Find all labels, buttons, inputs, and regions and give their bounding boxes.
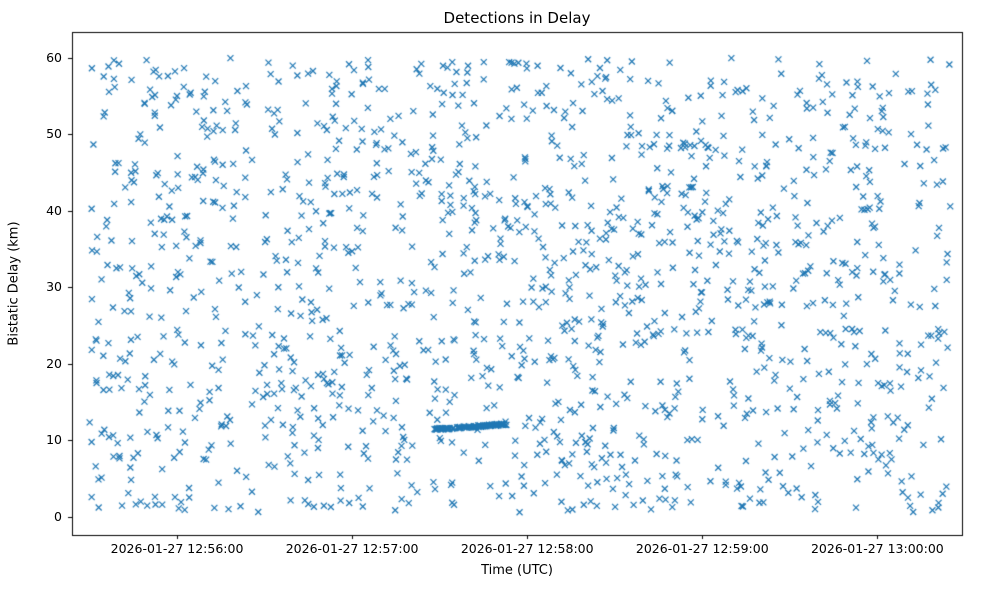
y-tick-label: 40 (46, 202, 62, 218)
x-tick-label: 2026-01-27 12:57:00 (285, 541, 419, 556)
x-tick-label: 2026-01-27 12:56:00 (110, 541, 244, 556)
x-tick-label: 2026-01-27 13:00:00 (810, 541, 944, 556)
x-tick-label: 2026-01-27 12:59:00 (635, 541, 769, 556)
y-tick-label: 10 (46, 432, 62, 448)
y-tick-label: 30 (46, 279, 62, 295)
y-tick-label: 0 (54, 508, 62, 524)
x-tick-label: 2026-01-27 12:58:00 (460, 541, 594, 556)
y-tick-label: 50 (46, 126, 62, 142)
y-tick-label: 60 (46, 49, 62, 65)
y-tick-label: 20 (46, 355, 62, 371)
